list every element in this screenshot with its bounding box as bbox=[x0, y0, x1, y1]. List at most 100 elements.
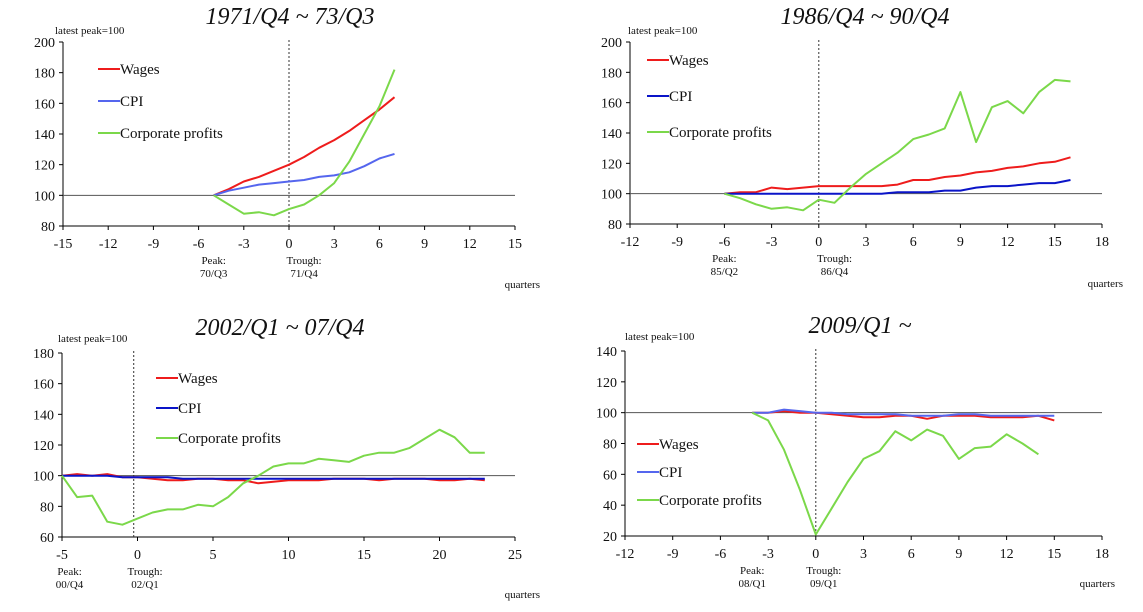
x-tick-label: -12 bbox=[621, 235, 640, 250]
x-tick-label: 15 bbox=[1048, 235, 1062, 250]
legend-label: Wages bbox=[178, 371, 218, 387]
corporate-profits-line bbox=[213, 69, 396, 217]
x-tick-label: 3 bbox=[860, 547, 867, 562]
corporate-profits-line bbox=[724, 78, 1071, 212]
y-tick-label: 120 bbox=[596, 376, 617, 391]
y-tick-label: 180 bbox=[33, 347, 54, 362]
x-tick-label: 0 bbox=[812, 547, 819, 562]
y-tick-label: 120 bbox=[34, 159, 55, 174]
x-tick-label: 25 bbox=[508, 548, 522, 563]
chart-panel-1: 1971/Q4 ~ 73/Q3 latest peak=100 80 100 120 14… bbox=[34, 4, 540, 291]
x-tick-label: -3 bbox=[766, 235, 778, 250]
legend-label: Wages bbox=[659, 437, 699, 453]
y-tick-label: 80 bbox=[41, 220, 55, 235]
cpi-line bbox=[752, 408, 1055, 417]
wages-legend: Wages bbox=[637, 437, 699, 453]
y-tick-label: 60 bbox=[40, 531, 54, 546]
y-tick-label: 20 bbox=[603, 530, 617, 545]
x-tick-label: -6 bbox=[719, 235, 731, 250]
y-tick-label: 140 bbox=[33, 408, 54, 423]
y-tick-label: 140 bbox=[34, 128, 55, 143]
wages-line bbox=[213, 96, 396, 197]
corporate-profits-legend: Corporate profits bbox=[156, 431, 281, 447]
x-axis-label: quarters bbox=[505, 279, 540, 291]
legend-label: CPI bbox=[178, 401, 201, 417]
index-note: latest peak=100 bbox=[58, 333, 128, 345]
x-tick-label: 3 bbox=[331, 237, 338, 252]
peak-label: Peak: bbox=[57, 566, 81, 578]
x-tick-label: 6 bbox=[910, 235, 917, 250]
y-tick-label: 60 bbox=[603, 468, 617, 483]
legend-label: Corporate profits bbox=[669, 125, 772, 141]
legend-label: Corporate profits bbox=[659, 493, 762, 509]
x-axis-label: quarters bbox=[1080, 578, 1115, 590]
x-tick-label: 3 bbox=[863, 235, 870, 250]
x-tick-label: 5 bbox=[210, 548, 217, 563]
y-tick-label: 120 bbox=[601, 157, 622, 172]
x-tick-label: 9 bbox=[957, 235, 964, 250]
cpi-line bbox=[62, 474, 485, 480]
x-tick-label: 6 bbox=[908, 547, 915, 562]
x-tick-label: 0 bbox=[286, 237, 293, 252]
trough-label: Trough: bbox=[806, 565, 841, 577]
chart-title: 2002/Q1 ~ 07/Q4 bbox=[196, 315, 365, 341]
cpi-line bbox=[213, 152, 395, 197]
y-tick-label: 200 bbox=[601, 36, 622, 51]
peak-date: 00/Q4 bbox=[56, 579, 84, 591]
x-tick-label: 9 bbox=[955, 547, 962, 562]
x-tick-label: -3 bbox=[762, 547, 774, 562]
y-tick-label: 160 bbox=[33, 378, 54, 393]
cpi-legend: CPI bbox=[98, 94, 143, 110]
trough-date: 86/Q4 bbox=[821, 266, 849, 278]
y-tick-label: 200 bbox=[34, 36, 55, 51]
x-tick-label: 18 bbox=[1095, 547, 1109, 562]
x-tick-label: -3 bbox=[238, 237, 250, 252]
x-tick-label: 15 bbox=[1047, 547, 1061, 562]
x-tick-label: 15 bbox=[508, 237, 522, 252]
corporate-profits-line bbox=[61, 428, 485, 526]
y-tick-label: 80 bbox=[40, 500, 54, 515]
x-tick-label: -12 bbox=[616, 547, 635, 562]
y-tick-label: 140 bbox=[601, 127, 622, 142]
wages-legend: Wages bbox=[156, 371, 218, 387]
y-tick-label: 100 bbox=[34, 189, 55, 204]
corporate-profits-line bbox=[751, 411, 1039, 536]
y-tick-label: 140 bbox=[596, 345, 617, 360]
index-note: latest peak=100 bbox=[55, 25, 125, 37]
peak-date: 85/Q2 bbox=[711, 266, 739, 278]
legend-label: CPI bbox=[120, 94, 143, 110]
corporate-profits-legend: Corporate profits bbox=[637, 493, 762, 509]
y-tick-label: 40 bbox=[603, 499, 617, 514]
peak-label: Peak: bbox=[201, 255, 225, 267]
y-tick-label: 160 bbox=[34, 97, 55, 112]
legend-label: Wages bbox=[669, 53, 709, 69]
index-note: latest peak=100 bbox=[628, 25, 698, 37]
chart-title: 1971/Q4 ~ 73/Q3 bbox=[206, 4, 375, 30]
x-tick-label: -9 bbox=[671, 235, 683, 250]
x-tick-label: 10 bbox=[282, 548, 296, 563]
x-tick-label: -6 bbox=[193, 237, 205, 252]
wages-line bbox=[724, 156, 1071, 195]
y-tick-label: 100 bbox=[596, 407, 617, 422]
corporate-profits-legend: Corporate profits bbox=[98, 126, 223, 142]
x-tick-label: -12 bbox=[99, 237, 118, 252]
cpi-legend: CPI bbox=[647, 89, 692, 105]
trough-date: 09/Q1 bbox=[810, 578, 838, 590]
x-tick-label: 9 bbox=[421, 237, 428, 252]
cpi-legend: CPI bbox=[637, 465, 682, 481]
legend-label: CPI bbox=[669, 89, 692, 105]
legend-label: Wages bbox=[120, 62, 160, 78]
x-tick-label: 15 bbox=[357, 548, 371, 563]
x-tick-label: 20 bbox=[433, 548, 447, 563]
x-axis-label: quarters bbox=[505, 589, 540, 601]
trough-date: 71/Q4 bbox=[290, 268, 318, 280]
legend-label: CPI bbox=[659, 465, 682, 481]
peak-label: Peak: bbox=[712, 253, 736, 265]
y-tick-label: 80 bbox=[608, 218, 622, 233]
chart-title: 1986/Q4 ~ 90/Q4 bbox=[781, 4, 950, 30]
x-tick-label: -15 bbox=[54, 237, 73, 252]
chart-panel-4: 2009/Q1 ~latest peak=1002040608010012014… bbox=[596, 313, 1115, 590]
trough-date: 02/Q1 bbox=[131, 579, 159, 591]
